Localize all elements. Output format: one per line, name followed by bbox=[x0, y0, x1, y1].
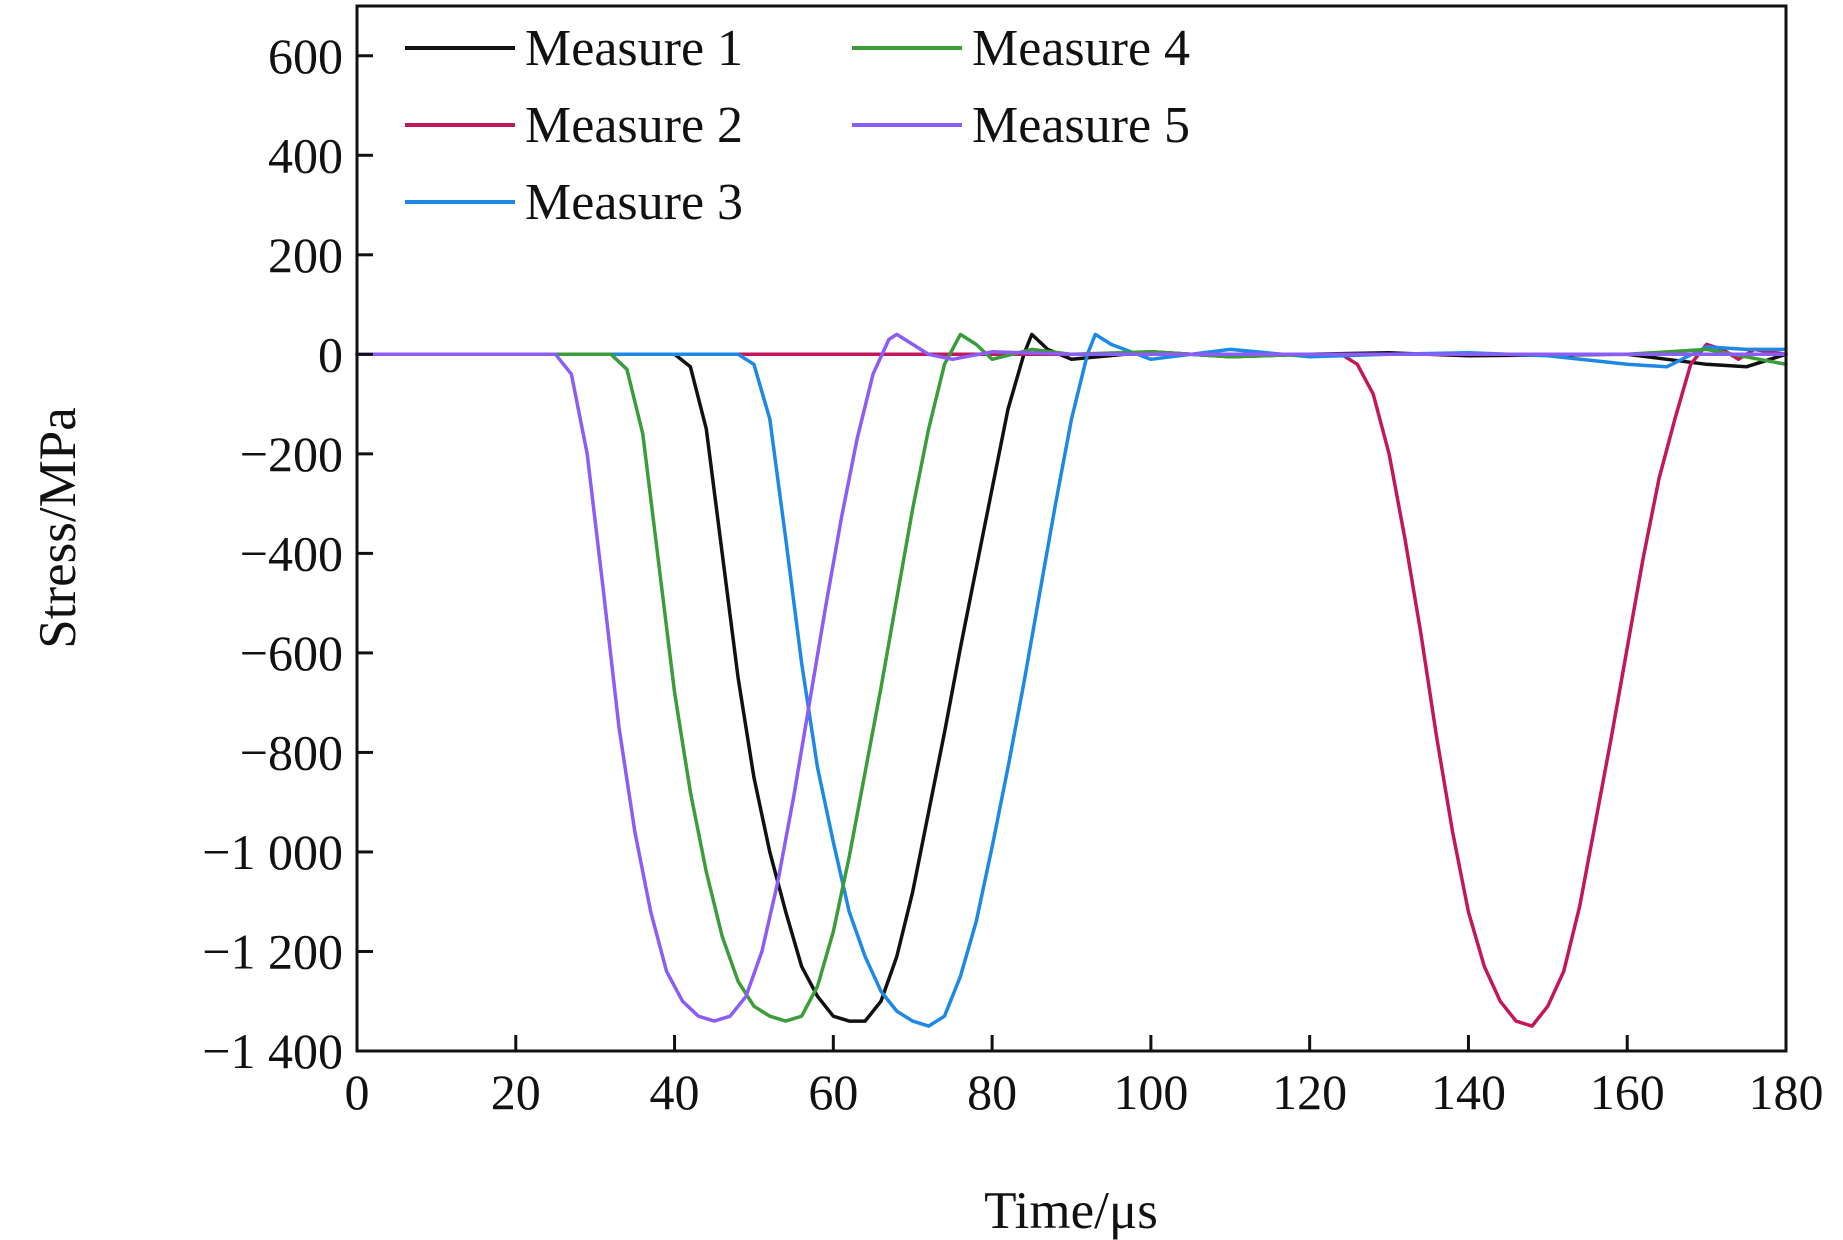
legend: Measure 1 Measure 2 Measure 3 Measure 4 Meas… bbox=[405, 20, 1190, 231]
y-tick-label: −600 bbox=[240, 625, 343, 681]
x-tick-label: 120 bbox=[1272, 1064, 1347, 1120]
y-axis: 600 400 200 0 −200 −400 −600 −800 −1 000 −1 200 −1… bbox=[202, 28, 373, 1079]
x-tick-label: 100 bbox=[1113, 1064, 1188, 1120]
y-tick-label: 600 bbox=[268, 28, 343, 84]
x-axis: 0 20 40 60 80 100 120 140 160 180 bbox=[345, 1035, 1824, 1120]
x-tick-label: 160 bbox=[1590, 1064, 1665, 1120]
x-tick-label: 20 bbox=[491, 1064, 541, 1120]
series-line-measure-2 bbox=[355, 342, 1788, 1028]
plot-frame bbox=[355, 4, 1788, 1053]
x-tick-label: 40 bbox=[650, 1064, 700, 1120]
y-tick-label: 0 bbox=[318, 326, 343, 382]
y-tick-label: 400 bbox=[268, 127, 343, 183]
y-tick-label: −200 bbox=[240, 426, 343, 482]
series-line-measure-4 bbox=[355, 332, 1788, 1023]
y-tick-label: −400 bbox=[240, 525, 343, 581]
series-line-measure-3 bbox=[355, 332, 1788, 1028]
x-tick-label: 60 bbox=[808, 1064, 858, 1120]
legend-label-measure-4: Measure 4 bbox=[972, 20, 1190, 77]
y-tick-label: −800 bbox=[240, 724, 343, 780]
series-line-measure-5 bbox=[355, 332, 1788, 1023]
series-layer bbox=[355, 332, 1788, 1028]
x-tick-label: 0 bbox=[345, 1064, 370, 1120]
x-tick-label: 80 bbox=[967, 1064, 1017, 1120]
series-line-measure-1 bbox=[355, 332, 1788, 1023]
legend-label-measure-2: Measure 2 bbox=[525, 97, 743, 154]
x-tick-label: 140 bbox=[1431, 1064, 1506, 1120]
x-tick-label: 180 bbox=[1749, 1064, 1824, 1120]
legend-label-measure-5: Measure 5 bbox=[972, 97, 1190, 154]
y-axis-title: Stress/MPa bbox=[29, 407, 87, 648]
x-axis-title: Time/μs bbox=[984, 1182, 1158, 1240]
legend-label-measure-3: Measure 3 bbox=[525, 174, 743, 231]
y-tick-label: −1 400 bbox=[202, 1023, 343, 1079]
y-tick-label: −1 000 bbox=[202, 824, 343, 880]
legend-label-measure-1: Measure 1 bbox=[525, 20, 743, 77]
y-tick-label: −1 200 bbox=[202, 923, 343, 979]
y-tick-label: 200 bbox=[268, 227, 343, 283]
